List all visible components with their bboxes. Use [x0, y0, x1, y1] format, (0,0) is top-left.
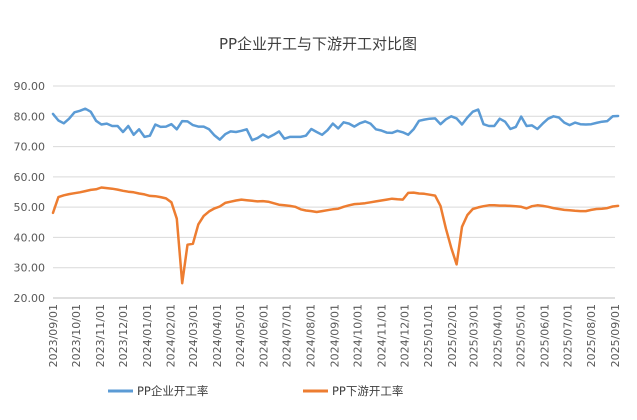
x-tick-label: 2024/11/01 — [375, 304, 388, 367]
series-lines — [51, 107, 620, 285]
y-tick-label: 20.00 — [14, 292, 46, 305]
x-tick-label: 2024/01/01 — [141, 304, 154, 367]
y-tick-label: 90.00 — [14, 80, 46, 93]
legend-item-s1: PP下游开工率 — [303, 384, 403, 398]
x-tick-label: 2025/06/01 — [538, 304, 551, 367]
x-tick-label: 2024/09/01 — [328, 304, 341, 367]
x-tick-label: 2024/12/01 — [398, 304, 411, 367]
chart-title: PP企业开工与下游开工对比图 — [219, 35, 417, 53]
y-tick-label: 30.00 — [14, 262, 46, 275]
x-tick-label: 2024/03/01 — [187, 304, 200, 367]
series-line-0 — [51, 107, 620, 142]
series-line-1 — [51, 186, 620, 285]
x-tick-label: 2023/10/01 — [70, 304, 83, 367]
y-tick-label: 60.00 — [14, 171, 46, 184]
x-tick-label: 2025/04/01 — [491, 304, 504, 367]
x-tick-label: 2025/03/01 — [468, 304, 481, 367]
x-tick-label: 2024/06/01 — [258, 304, 271, 367]
legend-label-s1: PP下游开工率 — [332, 384, 403, 398]
legend-label-s0: PP企业开工率 — [137, 384, 208, 398]
legend-item-s0: PP企业开工率 — [108, 384, 208, 398]
x-tick-label: 2024/05/01 — [234, 304, 247, 367]
x-tick-label: 2024/07/01 — [281, 304, 294, 367]
x-tick-label: 2024/02/01 — [165, 304, 178, 367]
y-tick-label: 40.00 — [14, 231, 46, 244]
legend: PP企业开工率 PP下游开工率 — [108, 384, 403, 398]
x-tick-label: 2024/10/01 — [351, 304, 364, 367]
x-tick-label: 2023/09/01 — [47, 304, 60, 367]
y-axis-ticks: 20.00 30.00 40.00 50.00 60.00 70.00 80.00 90.00 — [14, 80, 46, 305]
x-tick-label: 2025/09/01 — [609, 304, 622, 367]
x-tick-label: 2023/12/01 — [117, 304, 130, 367]
x-tick-label: 2025/07/01 — [561, 304, 574, 367]
y-tick-label: 70.00 — [14, 141, 46, 154]
x-tick-label: 2023/11/01 — [94, 304, 107, 367]
x-tick-label: 2025/02/01 — [446, 304, 459, 367]
y-tick-label: 80.00 — [14, 110, 46, 123]
x-tick-label: 2025/08/01 — [585, 304, 598, 367]
x-axis-ticks: 2023/09/01 2023/10/01 2023/11/01 2023/12/01… — [47, 304, 622, 367]
x-tick-label: 2025/05/01 — [514, 304, 527, 367]
y-tick-label: 50.00 — [14, 201, 46, 214]
x-tick-label: 2025/01/01 — [422, 304, 435, 367]
x-tick-label: 2024/04/01 — [211, 304, 224, 367]
x-tick-label: 2024/08/01 — [305, 304, 318, 367]
